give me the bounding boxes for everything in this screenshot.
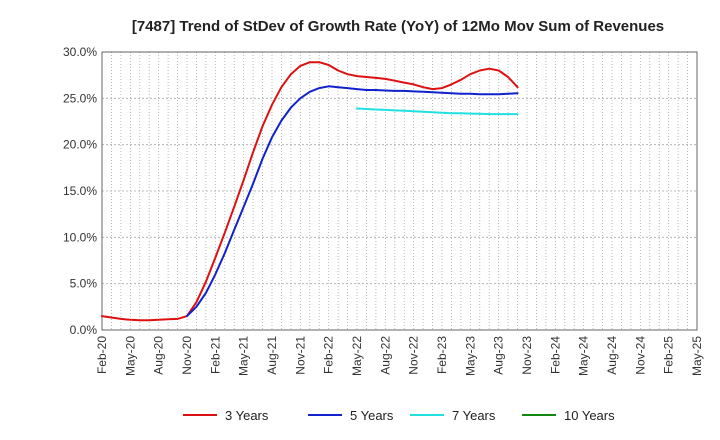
plot-area [101,51,698,331]
legend-label-7-years: 7 Years [452,408,496,423]
legend: 3 Years 5 Years 7 Years 10 Years [183,408,615,423]
plot-border [101,51,698,331]
x-tick-label: Aug-20 [152,336,166,375]
x-tick-label: Nov-21 [293,336,307,375]
x-tick-label: May-25 [690,336,704,376]
x-tick-label: Nov-22 [407,336,421,375]
y-tick-label: 20.0% [63,138,97,152]
y-tick-label: 15.0% [63,184,97,198]
y-tick-label: 30.0% [63,45,97,59]
x-tick-label: May-20 [123,336,137,376]
x-tick-label: Feb-23 [435,336,449,374]
x-tick-label: Nov-20 [180,336,194,375]
legend-label-3-years: 3 Years [225,408,269,423]
x-tick-label: Feb-25 [662,336,676,374]
series-line-7-years [356,107,519,116]
x-tick-label: Feb-20 [95,336,109,374]
legend-label-10-years: 10 Years [564,408,615,423]
x-tick-label: Feb-21 [208,336,222,374]
x-axis: Feb-20 May-20 Aug-20 Nov-20 Feb-21 May-21 Aug-… [95,336,704,376]
series-line-5-years [186,85,519,318]
x-tick-label: Nov-24 [633,336,647,375]
x-tick-label: May-22 [350,336,364,376]
x-tick-label: May-21 [237,336,251,376]
x-tick-label: Nov-23 [520,336,534,375]
y-axis: 0.0% 5.0% 10.0% 15.0% 20.0% 25.0% 30.0% [63,45,97,337]
x-tick-label: May-23 [463,336,477,376]
x-tick-label: Feb-22 [322,336,336,374]
x-tick-label: Aug-23 [492,336,506,375]
x-tick-label: Aug-24 [605,336,619,375]
x-tick-label: Aug-22 [378,336,392,375]
x-tick-label: May-24 [577,336,591,376]
x-tick-label: Feb-24 [548,336,562,374]
chart-title: [7487] Trend of StDev of Growth Rate (Yo… [132,18,664,35]
y-tick-label: 25.0% [63,91,97,105]
grid-lines [101,51,698,331]
series-layer [101,61,519,322]
y-tick-label: 5.0% [70,277,98,291]
legend-label-5-years: 5 Years [350,408,394,423]
series-line-3-years [101,61,519,322]
y-tick-label: 0.0% [70,323,98,337]
y-tick-label: 10.0% [63,230,97,244]
x-tick-label: Aug-21 [265,336,279,375]
